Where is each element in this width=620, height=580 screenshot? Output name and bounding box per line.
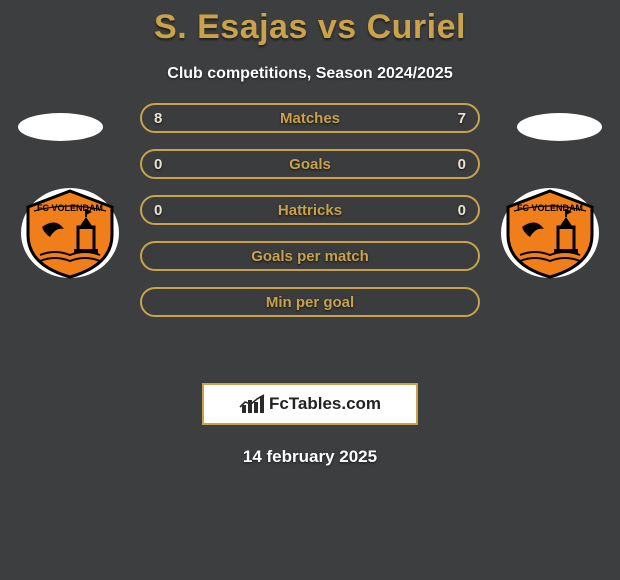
stat-rows: 8 Matches 7 0 Goals 0 0 Hattricks 0 Goal… [140,103,480,333]
stat-label: Hattricks [278,202,342,219]
player-right-oval [517,113,602,141]
stat-row-goals: 0 Goals 0 [140,149,480,179]
volendam-crest-icon: FC VOLENDAM [20,187,120,279]
volendam-crest-icon: FC VOLENDAM [500,187,600,279]
stat-row-hattricks: 0 Hattricks 0 [140,195,480,225]
stat-left-value: 8 [154,110,162,127]
page-title: S. Esajas vs Curiel [0,0,620,47]
player-left-oval [18,113,103,141]
brand-label: FcTables.com [269,394,381,414]
stat-label: Matches [280,110,340,127]
club-badge-right: FC VOLENDAM [500,187,600,279]
stat-left-value: 0 [154,156,162,173]
season-subtitle: Club competitions, Season 2024/2025 [0,65,620,83]
svg-text:FC VOLENDAM: FC VOLENDAM [517,203,583,213]
stat-row-goals-per-match: Goals per match [140,241,480,271]
stat-row-matches: 8 Matches 7 [140,103,480,133]
stats-area: FC VOLENDAM FC VOLENDAM [0,115,620,365]
stat-right-value: 0 [458,202,466,219]
svg-text:FC VOLENDAM: FC VOLENDAM [37,203,103,213]
stat-left-value: 0 [154,202,162,219]
stat-right-value: 0 [458,156,466,173]
stat-label: Min per goal [266,294,354,311]
bar-chart-icon [239,393,265,415]
stat-label: Goals per match [251,248,369,265]
stat-right-value: 7 [458,110,466,127]
date-label: 14 february 2025 [0,447,620,467]
brand-box[interactable]: FcTables.com [202,383,418,425]
club-badge-left: FC VOLENDAM [20,187,120,279]
stat-row-min-per-goal: Min per goal [140,287,480,317]
stat-label: Goals [289,156,331,173]
